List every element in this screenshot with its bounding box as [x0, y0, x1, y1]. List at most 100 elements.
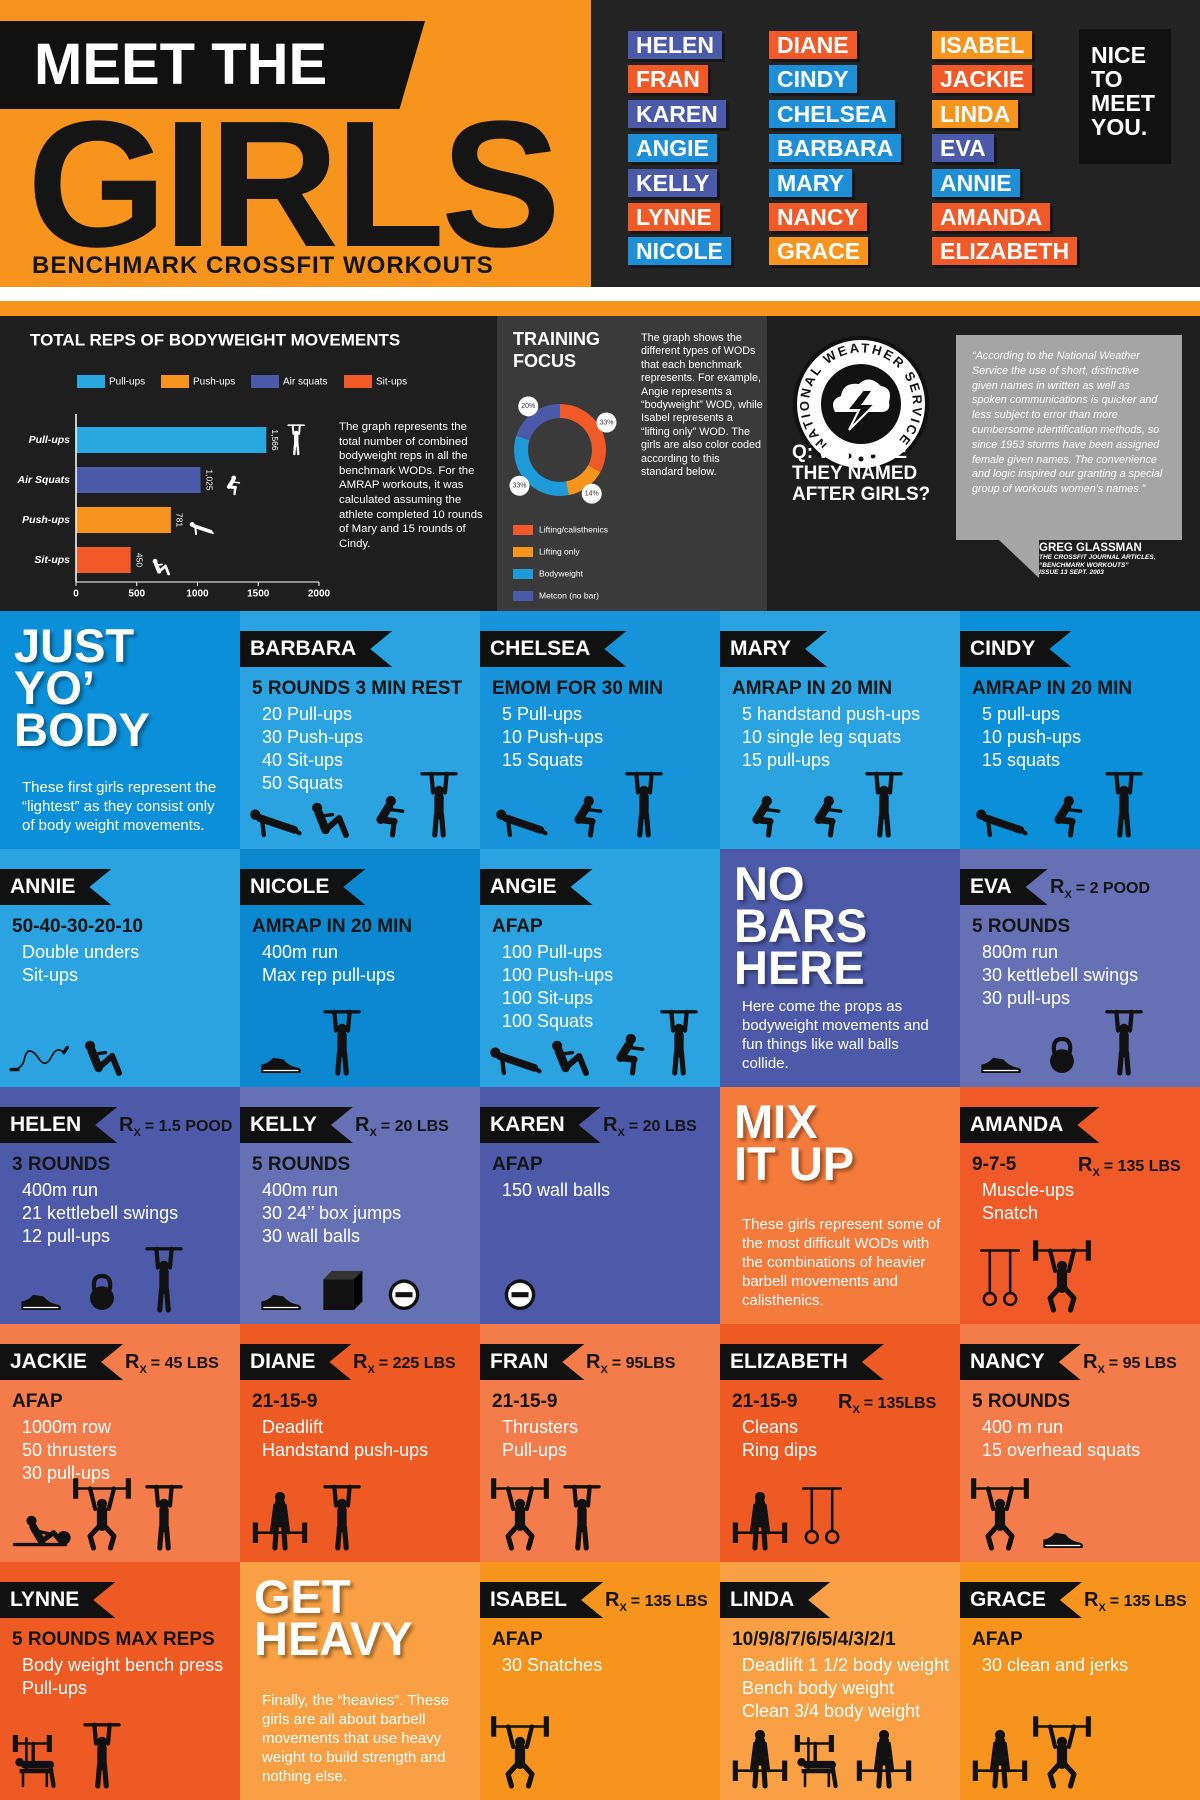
icon-part	[495, 1052, 539, 1072]
name-label: FRAN	[628, 65, 708, 94]
icon-part	[985, 817, 992, 838]
x-tick-label: 2000	[308, 589, 331, 600]
icon	[491, 1478, 549, 1551]
value-label: 1,566	[270, 429, 280, 451]
icons	[752, 771, 903, 838]
name-tag: BARBARA	[240, 631, 392, 667]
workout-line: 15 Squats	[502, 750, 584, 770]
icon-part	[209, 530, 214, 535]
workout-line: 50 Squats	[262, 773, 344, 793]
icon-part	[292, 827, 302, 836]
icon-part	[1127, 1009, 1134, 1033]
name-label: NICOLE	[628, 237, 731, 266]
category-label: Pull-ups	[29, 434, 71, 446]
icon-part	[634, 771, 641, 795]
workout-line: 5 Pull-ups	[502, 704, 583, 724]
icon-part	[125, 1478, 131, 1499]
icon-part	[194, 525, 198, 536]
icon-part	[15, 1757, 24, 1767]
icon	[250, 809, 302, 838]
rx-value: = 135 LBS	[1109, 1593, 1187, 1610]
icon	[981, 1057, 1021, 1073]
icon-part	[763, 1503, 771, 1535]
rx-symbol: R	[1084, 1589, 1099, 1611]
workout-line: 30 clean and jerks	[982, 1655, 1129, 1675]
x-tick-label: 1500	[247, 589, 270, 600]
icon-part	[782, 1522, 788, 1543]
name-label: KELLY	[628, 168, 718, 197]
workout-line: Cleans	[742, 1417, 799, 1437]
value-label: 1,025	[204, 469, 214, 491]
icon	[491, 1716, 549, 1789]
legend-label: Lifting/calisthenics	[539, 524, 608, 534]
icon	[616, 1033, 645, 1076]
icon-part	[342, 1525, 349, 1551]
rx-symbol: R	[355, 1114, 370, 1136]
icon-part	[1117, 812, 1124, 838]
tile-title: JUST	[14, 619, 135, 672]
icon-part	[749, 1741, 757, 1773]
name-label: BARBARA	[769, 134, 902, 163]
rx-value: = 95LBS	[611, 1355, 676, 1372]
icon-part	[91, 1050, 108, 1056]
greeting-line: YOU.	[1091, 114, 1148, 140]
icon-part	[272, 1519, 280, 1551]
icon	[12, 1515, 71, 1547]
info-section: TOTAL REPS OF BODYWEIGHT MOVEMENTS Pull-…	[0, 316, 1200, 611]
icon-part	[1067, 818, 1075, 838]
source-line: ISSUE 13 SEPT. 2003	[1039, 569, 1104, 576]
icon-part	[732, 1760, 738, 1781]
icon-part	[29, 1522, 46, 1546]
workout-line: Double unders	[22, 942, 140, 962]
icon-part	[524, 1486, 535, 1512]
tile-text: Here come the props as bodyweight moveme…	[742, 998, 929, 1072]
icon-part	[21, 1294, 61, 1310]
icon	[323, 1484, 361, 1551]
icon-part	[192, 524, 213, 534]
legend-label: Pull-ups	[109, 377, 145, 388]
name-label: KAREN	[628, 99, 726, 128]
workout-line: Handstand push-ups	[262, 1440, 429, 1460]
icon-part	[1033, 1240, 1039, 1261]
icon	[490, 1047, 542, 1076]
tile: JACKIE AFAP 1000m row 50 thrusters 30 pull-u…	[0, 1324, 240, 1562]
icon-part	[442, 771, 449, 795]
icon	[252, 1491, 308, 1551]
icon-part	[87, 1486, 98, 1512]
legend-label: Lifting only	[539, 546, 580, 556]
rx-label: RX = 135 LBS	[1078, 1151, 1181, 1182]
icon-part	[1033, 1716, 1039, 1737]
icon-part	[90, 1286, 114, 1310]
label-bubble	[596, 412, 617, 433]
icon-part	[167, 1484, 174, 1508]
name-label: NANCY	[769, 203, 867, 231]
icon-part	[1047, 1724, 1058, 1750]
icon-part	[387, 807, 405, 813]
workout-line: 40 Sit-ups	[262, 750, 344, 770]
icon	[1033, 1716, 1091, 1789]
source-line: “BENCHMARK WORKOUTS”	[1039, 561, 1129, 569]
workout-line: 10 push-ups	[982, 727, 1082, 747]
name-label: JACKIE	[932, 65, 1033, 94]
icon	[323, 1270, 363, 1310]
icon-part	[532, 1065, 542, 1074]
icon-part	[524, 1724, 535, 1750]
icon	[83, 1722, 121, 1789]
icon-part	[1043, 1532, 1083, 1548]
icon-part	[672, 1050, 679, 1076]
name-label: CINDY	[769, 65, 857, 94]
icon-part	[627, 1045, 645, 1051]
icon-part	[874, 771, 881, 795]
icon-part	[538, 827, 548, 836]
icon-part	[1047, 1761, 1062, 1789]
legend-label: Sit-ups	[376, 377, 407, 388]
workout-line: Ring dips	[742, 1440, 818, 1460]
icon-part	[985, 1523, 1000, 1551]
icon-part	[1062, 1285, 1077, 1313]
tile-title: MIX	[734, 1095, 818, 1148]
icon-part	[760, 1757, 768, 1789]
icon-part	[91, 1273, 113, 1292]
value-label: 20%	[521, 403, 535, 410]
icon	[794, 1735, 838, 1789]
